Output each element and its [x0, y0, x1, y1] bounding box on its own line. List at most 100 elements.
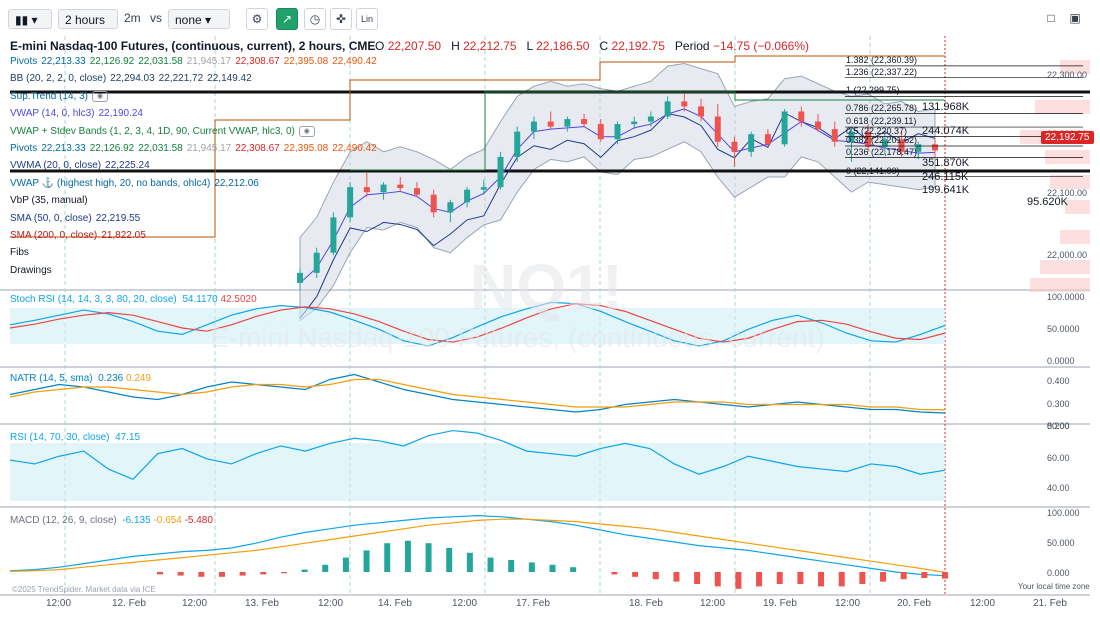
- macd-histogram-bar: [735, 572, 742, 589]
- macd-histogram-bar: [218, 572, 225, 577]
- indicator-value: 22,190.24: [98, 108, 143, 120]
- stoch-rsi-label: Stoch RSI (14, 14, 3, 3, 80, 20, close) …: [10, 294, 257, 305]
- indicator-row[interactable]: Pivots 22,213.33 22,126.92 22,031.58 21,945.…: [10, 56, 381, 67]
- time-axis-tick: 12:00: [452, 598, 478, 609]
- indicator-value: 22,213.33: [41, 56, 86, 67]
- candle-body: [831, 129, 838, 142]
- crosshair-icon[interactable]: ✜: [330, 8, 352, 30]
- price-axis-tick: 22,000.00: [1047, 250, 1088, 260]
- time-axis-tick: 12:00: [318, 598, 344, 609]
- candle-body: [363, 187, 370, 193]
- chart-type-button[interactable]: ▮▮ ▾: [8, 9, 52, 29]
- clock-icon[interactable]: ◷: [304, 8, 326, 30]
- indicator-value: 22,031.58: [138, 56, 183, 67]
- candle-body: [915, 144, 922, 152]
- pane-axis-tick: 100.000: [1047, 508, 1080, 518]
- candle-body: [631, 121, 638, 125]
- indicator-row[interactable]: Fibs: [10, 247, 33, 258]
- indicator-row[interactable]: VbP (35, manual): [10, 195, 92, 206]
- macd-histogram-bar: [280, 572, 287, 574]
- indicator-name: VWAP ⚓ (highest high, 20, no bands, ohlc…: [10, 177, 211, 189]
- eye-icon[interactable]: ◉: [92, 90, 109, 102]
- macd-histogram-bar: [652, 572, 659, 580]
- compare-symbol-select[interactable]: none ▾: [168, 9, 230, 29]
- pane-axis-tick: 0.300: [1047, 399, 1070, 409]
- indicator-row[interactable]: VWAP + Stdev Bands (1, 2, 3, 4, 1D, 90, …: [10, 125, 319, 137]
- macd-histogram-bar: [549, 564, 556, 572]
- macd-histogram-bar: [632, 572, 639, 577]
- time-axis-tick: 12. Feb: [112, 598, 146, 609]
- indicator-row[interactable]: VWMA (20, 0, close) 22,225.24: [10, 160, 154, 171]
- lin-button[interactable]: Lin: [356, 8, 378, 30]
- volume-label: 95.620K: [1027, 196, 1068, 209]
- macd-histogram-bar: [425, 543, 432, 572]
- fib-label: 0.236 (22,178.47): [846, 146, 918, 157]
- pane-axis-tick: 50.000: [1047, 538, 1075, 548]
- eye-icon[interactable]: ◉: [298, 125, 315, 137]
- macd-histogram-bar: [776, 572, 783, 584]
- indicator-value: 22,221.72: [158, 73, 204, 85]
- indicator-row[interactable]: BB (20, 2, 2, 0, close) 22,294.03 22,221.7…: [10, 73, 256, 84]
- indicator-row[interactable]: Pivots 22,213.33 22,126.92 22,031.58 21,945.…: [10, 143, 381, 154]
- indicator-row[interactable]: SMA (200, 0, close) 21,822.05: [10, 230, 150, 241]
- interval-select[interactable]: 2 hours: [58, 9, 118, 29]
- indicator-value: 22,126.92: [89, 143, 135, 154]
- indicator-row[interactable]: SMA (50, 0, close) 22,219.55: [10, 213, 144, 224]
- macd-histogram-bar: [487, 557, 494, 572]
- candle-body: [547, 121, 554, 127]
- macd-histogram-bar: [818, 572, 825, 587]
- fib-label: 0 (22,141.00): [846, 165, 900, 176]
- camera-icon[interactable]: ▣: [1064, 8, 1086, 30]
- pane-axis-tick: 0.200: [1047, 421, 1070, 431]
- candle-body: [497, 156, 504, 188]
- indicator-name: VWAP (14, 0, hlc3): [10, 108, 95, 120]
- candle-body: [881, 139, 888, 147]
- indicator-value: 22,308.67: [235, 56, 280, 67]
- candle-body: [581, 119, 588, 125]
- macd-histogram-bar: [508, 560, 515, 572]
- indicator-name: Drawings: [10, 264, 52, 276]
- candle-body: [815, 121, 822, 130]
- natr-signal-line: [9, 378, 946, 411]
- price-axis-tick: 22,100.00: [1047, 188, 1088, 198]
- fullscreen-icon[interactable]: □: [1040, 8, 1062, 30]
- volume-label: 246.115K: [922, 171, 969, 184]
- candle-body: [932, 144, 938, 151]
- gear-icon[interactable]: ⚙: [246, 8, 268, 30]
- price-axis-tick: 22,300.00: [1047, 70, 1088, 80]
- candle-body: [430, 194, 437, 213]
- rsi-band: [10, 443, 945, 501]
- credit-text: ©2025 TrendSpider. Market data via ICE: [12, 585, 156, 594]
- stoch-k-line: [9, 301, 946, 347]
- indicator-name: SMA (50, 0, close): [10, 212, 92, 224]
- chart-title: E-mini Nasdaq-100 Futures, (continuous, …: [10, 39, 376, 53]
- bollinger-band: [299, 63, 936, 322]
- macd-histogram-bar: [942, 572, 948, 579]
- trend-icon[interactable]: ↗: [276, 8, 298, 30]
- time-axis-tick: 19. Feb: [763, 598, 797, 609]
- pivot-line: [10, 55, 945, 238]
- compare-interval[interactable]: 2m: [124, 11, 141, 25]
- candle-body: [698, 106, 705, 117]
- candle-body: [898, 139, 905, 152]
- rsi-line: [9, 429, 946, 481]
- indicator-value: 22,212.06: [214, 177, 259, 189]
- indicator-row[interactable]: Drawings: [10, 265, 56, 276]
- macd-histogram-bar: [673, 572, 680, 582]
- timezone-button[interactable]: Your local time zone: [1018, 582, 1090, 591]
- macd-histogram-bar: [322, 564, 329, 572]
- candle-body: [597, 124, 604, 140]
- time-axis-tick: 12:00: [46, 598, 72, 609]
- indicator-row[interactable]: VWAP (14, 0, hlc3) 22,190.24: [10, 108, 147, 119]
- indicator-row[interactable]: VWAP ⚓ (highest high, 20, no bands, ohlc…: [10, 178, 263, 189]
- pane-axis-tick: 0.0000: [1047, 356, 1075, 366]
- candle-body: [865, 131, 872, 147]
- macd-histogram-bar: [528, 562, 535, 572]
- macd-histogram-bar: [466, 552, 473, 572]
- indicator-value: 22,126.92: [89, 56, 135, 67]
- macd-histogram-bar: [756, 572, 763, 587]
- indicator-row[interactable]: Sup.Trend (14, 3) ◉: [10, 90, 112, 102]
- time-axis-tick: 12:00: [970, 598, 996, 609]
- candle-body: [664, 101, 671, 117]
